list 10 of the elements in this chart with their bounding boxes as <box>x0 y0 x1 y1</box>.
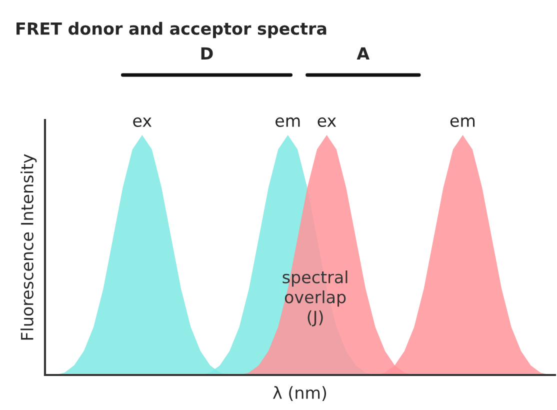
text: D <box>201 47 213 60</box>
y-axis-title: Fluorescence Intensity <box>20 154 37 340</box>
annotation: spectral overlap (J) <box>282 270 348 326</box>
series-label: ex <box>133 117 152 127</box>
series-label: ex <box>318 117 336 127</box>
x-axis-title: λ (nm) <box>273 386 326 401</box>
chart-title: FRET donor and acceptor spectra <box>16 22 326 38</box>
series-label: em <box>450 117 475 127</box>
text: A <box>356 47 370 60</box>
series-label: em <box>276 117 300 127</box>
